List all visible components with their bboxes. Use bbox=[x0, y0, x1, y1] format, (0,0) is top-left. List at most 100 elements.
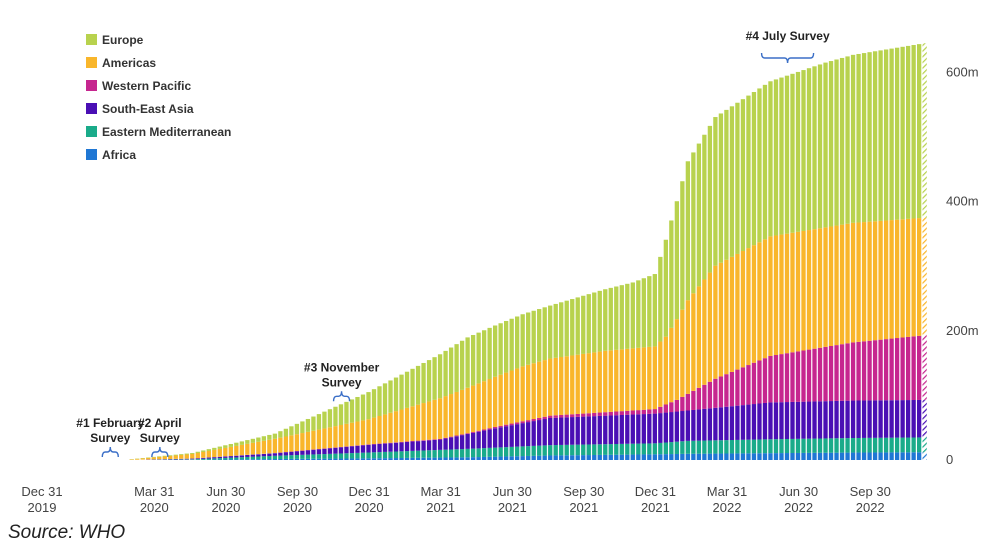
bar-segment-americas bbox=[768, 236, 773, 356]
bar-segment-americas bbox=[129, 459, 134, 460]
x-tick-line2: 2021 bbox=[426, 500, 455, 515]
bar-segment-eastern-mediterranean bbox=[861, 437, 867, 453]
bar-segment-africa bbox=[526, 455, 531, 460]
bar-segment-western-pacific bbox=[834, 345, 839, 401]
bar-segment-americas bbox=[542, 360, 547, 417]
bar-segment-south-east-asia bbox=[812, 401, 817, 439]
bar-segment-americas bbox=[448, 394, 454, 437]
bar-segment-americas bbox=[696, 286, 702, 388]
bar-segment-eastern-mediterranean bbox=[349, 453, 355, 459]
bar-segment-africa bbox=[625, 454, 630, 460]
bar-segment-eastern-mediterranean bbox=[421, 450, 426, 458]
bar-segment-europe bbox=[454, 344, 459, 392]
bar-segment-americas bbox=[845, 223, 850, 344]
bar-segment-western-pacific bbox=[564, 414, 569, 418]
bar-segment-americas bbox=[360, 420, 366, 445]
bar-segment-eastern-mediterranean bbox=[619, 443, 624, 455]
bar-segment-europe bbox=[201, 450, 206, 452]
y-axis: 0 200m 400m 600m bbox=[946, 64, 979, 467]
bar-segment-eastern-mediterranean bbox=[388, 451, 393, 459]
bar-segment-western-pacific bbox=[608, 411, 613, 416]
bar-segment-americas bbox=[504, 372, 509, 425]
bar-segment-eastern-mediterranean bbox=[553, 445, 558, 456]
bar-segment-americas bbox=[410, 406, 415, 442]
bar-segment-europe bbox=[526, 312, 531, 365]
legend-label: South-East Asia bbox=[102, 102, 194, 116]
bar-segment-western-pacific bbox=[465, 433, 470, 435]
bar-segment-europe bbox=[349, 399, 355, 423]
bar-segment-europe bbox=[195, 451, 200, 453]
bar-segment-western-pacific bbox=[916, 335, 922, 400]
annotation-brace bbox=[332, 391, 351, 402]
bar-segment-europe bbox=[790, 73, 795, 233]
annotation-brace bbox=[151, 446, 169, 458]
bar-segment-south-east-asia bbox=[311, 449, 316, 455]
bar-segment-europe bbox=[289, 426, 294, 436]
bar-segment-americas bbox=[911, 218, 916, 337]
bar-segment-africa bbox=[614, 454, 619, 460]
bar-segment-americas bbox=[393, 411, 399, 443]
bar-segment-europe bbox=[366, 392, 371, 420]
bar-segment-south-east-asia bbox=[608, 415, 613, 445]
bar-segment-eastern-mediterranean bbox=[548, 445, 553, 456]
bar-segment-eastern-mediterranean bbox=[911, 437, 916, 453]
bar-segment-africa bbox=[905, 452, 911, 460]
bar-segment-south-east-asia bbox=[911, 400, 916, 438]
bar-segment-africa bbox=[619, 454, 624, 460]
bar-segment-western-pacific bbox=[812, 348, 817, 402]
bar-segment-europe bbox=[492, 325, 498, 377]
x-tick-label: Sep 30 2022 bbox=[850, 484, 891, 515]
x-tick-label: Mar 31 2021 bbox=[420, 484, 460, 515]
bar-segment-western-pacific bbox=[762, 358, 768, 403]
bar-segment-americas bbox=[883, 220, 889, 340]
bar-segment-americas bbox=[476, 383, 481, 431]
bar-segment-eastern-mediterranean bbox=[206, 458, 211, 460]
bar-segment-americas bbox=[570, 355, 575, 415]
bar-segment-south-east-asia bbox=[707, 408, 713, 441]
bar-segment-south-east-asia bbox=[349, 446, 355, 454]
bar-segment-europe bbox=[729, 106, 735, 257]
bar-segment-eastern-mediterranean bbox=[669, 442, 674, 455]
bar-segment-western-pacific bbox=[597, 412, 602, 416]
bar-segment-europe bbox=[625, 283, 630, 349]
bar-segment-eastern-mediterranean bbox=[305, 454, 311, 459]
bar-segment-europe bbox=[575, 297, 580, 355]
bar-segment-americas bbox=[179, 454, 184, 459]
bar-segment-south-east-asia bbox=[636, 414, 641, 444]
x-tick-line1: Sep 30 bbox=[563, 484, 604, 499]
bar-segment-africa bbox=[564, 455, 569, 460]
bar-segment-africa bbox=[344, 458, 349, 460]
bar-segment-americas bbox=[146, 457, 151, 460]
bar-segment-south-east-asia bbox=[564, 417, 569, 445]
bar-segment-americas bbox=[371, 417, 377, 444]
source-note: Source: WHO bbox=[8, 522, 126, 543]
bar-segment-eastern-mediterranean bbox=[729, 440, 735, 454]
bar-segment-western-pacific bbox=[559, 414, 564, 418]
y-tick-label: 0 bbox=[946, 452, 953, 467]
bar-segment-eastern-mediterranean bbox=[283, 455, 289, 459]
bar-segment-americas bbox=[867, 221, 872, 341]
bar-segment-americas bbox=[195, 452, 200, 459]
bar-segment-south-east-asia bbox=[448, 437, 454, 450]
bar-segment-africa bbox=[823, 452, 828, 460]
x-tick-line2: 2022 bbox=[784, 500, 813, 515]
bar-segment-europe bbox=[184, 453, 189, 455]
bar-segment-africa bbox=[911, 452, 916, 460]
bar-segment-eastern-mediterranean bbox=[630, 443, 635, 455]
bar-segment-western-pacific bbox=[652, 409, 657, 414]
bar-segment-europe bbox=[206, 449, 211, 451]
bar-segment-americas bbox=[404, 407, 410, 442]
bar-segment-eastern-mediterranean bbox=[443, 449, 448, 458]
bar-segment-eastern-mediterranean bbox=[674, 441, 680, 454]
bar-segment-africa bbox=[707, 453, 713, 460]
bar-segment-europe bbox=[834, 59, 839, 226]
bar-segment-americas bbox=[553, 357, 558, 416]
bar-segment-south-east-asia bbox=[278, 452, 283, 456]
bar-segment-americas bbox=[713, 265, 718, 379]
bar-segment-eastern-mediterranean bbox=[817, 438, 823, 453]
bar-segment-africa bbox=[504, 456, 509, 460]
bar-segment-americas bbox=[481, 381, 487, 430]
bar-segment-americas bbox=[746, 248, 751, 366]
bar-segment-south-east-asia bbox=[586, 416, 591, 445]
bar-segment-eastern-mediterranean bbox=[245, 456, 250, 460]
